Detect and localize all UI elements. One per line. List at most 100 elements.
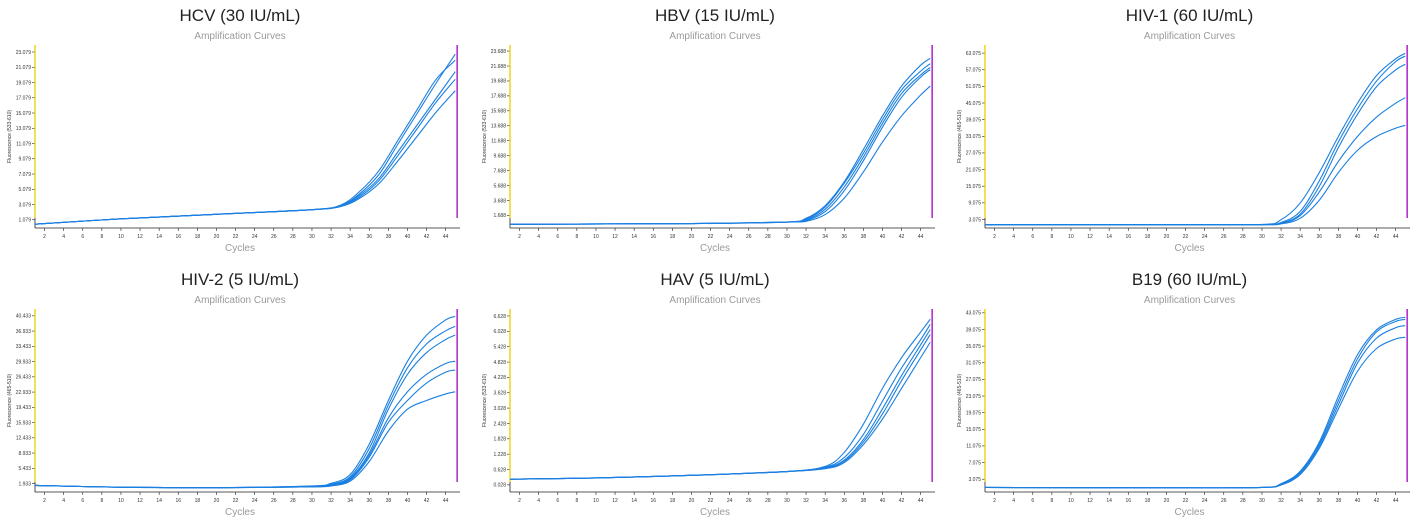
amplification-curve (509, 334, 931, 480)
y-tick-label: 15.688 (491, 109, 507, 115)
x-tick-label: 40 (1355, 234, 1361, 240)
amplification-curve (509, 341, 931, 480)
amplification-plot: 2 4 6 8 10 12 14 16 18 20 22 24 26 28 30 32 34 36 38 40 42 44… (482, 45, 935, 240)
x-tick-label: 2 (993, 234, 996, 240)
x-tick-label: 16 (175, 234, 181, 240)
x-tick-label: 38 (861, 498, 867, 504)
x-tick-label: 42 (1374, 498, 1380, 504)
x-tick-label: 32 (1278, 234, 1284, 240)
y-tick-label: 19.433 (16, 405, 32, 411)
x-tick-label: 12 (1087, 498, 1093, 504)
y-tick-label: 43.075 (966, 311, 982, 317)
chart-title: HAV (5 IU/mL) (660, 270, 770, 289)
x-tick-label: 2 (43, 234, 46, 240)
x-tick-label: 40 (405, 498, 411, 504)
x-tick-label: 44 (1393, 498, 1399, 504)
amplification-plot: 2 4 6 8 10 12 14 16 18 20 22 24 26 28 30 32 34 36 38 40 42 44… (7, 309, 460, 504)
amplification-curve (509, 318, 931, 480)
y-tick-label: 35.075 (966, 344, 982, 350)
x-tick-label: 28 (290, 234, 296, 240)
y-tick-label: 1.688 (493, 213, 506, 219)
x-tick-label: 36 (366, 498, 372, 504)
x-tick-label: 36 (366, 234, 372, 240)
x-tick-label: 22 (708, 498, 714, 504)
amplification-curve (34, 59, 456, 225)
y-tick-label: 31.075 (966, 361, 982, 367)
x-tick-label: 10 (593, 498, 599, 504)
x-tick-label: 40 (880, 498, 886, 504)
x-tick-label: 8 (575, 234, 578, 240)
x-tick-label: 6 (1031, 498, 1034, 504)
x-tick-label: 2 (993, 498, 996, 504)
x-tick-label: 26 (746, 498, 752, 504)
x-tick-label: 42 (899, 498, 905, 504)
y-tick-label: 22.933 (16, 390, 32, 396)
x-tick-label: 18 (670, 498, 676, 504)
x-tick-label: 2 (518, 234, 521, 240)
x-axis-label: Cycles (1174, 243, 1205, 254)
x-tick-label: 6 (81, 498, 84, 504)
y-tick-label: 27.075 (966, 377, 982, 383)
chart-title: HIV-1 (60 IU/mL) (1125, 6, 1254, 25)
x-tick-label: 14 (1106, 234, 1112, 240)
x-tick-label: 24 (727, 498, 733, 504)
x-tick-label: 44 (443, 234, 449, 240)
x-tick-label: 20 (1164, 498, 1170, 504)
y-tick-label: 23.688 (491, 49, 507, 55)
x-tick-label: 6 (1031, 234, 1034, 240)
x-tick-label: 14 (1106, 498, 1112, 504)
x-tick-label: 26 (271, 234, 277, 240)
x-tick-label: 30 (784, 234, 790, 240)
y-tick-label: 1.933 (18, 481, 31, 487)
y-axis-label: Fluorescence (533-610) (7, 110, 13, 163)
x-tick-label: 44 (1393, 234, 1399, 240)
x-tick-label: 2 (518, 498, 521, 504)
amplification-curve (984, 52, 1406, 226)
amplification-curve (34, 90, 456, 225)
y-tick-label: 15.075 (966, 184, 982, 190)
x-tick-label: 40 (405, 234, 411, 240)
x-tick-label: 44 (918, 234, 924, 240)
x-tick-label: 26 (746, 234, 752, 240)
y-tick-label: 26.433 (16, 375, 32, 381)
x-tick-label: 4 (62, 498, 65, 504)
chart-subtitle: Amplification Curves (1143, 295, 1236, 306)
x-tick-label: 42 (424, 234, 430, 240)
x-tick-label: 44 (443, 498, 449, 504)
x-tick-label: 16 (650, 234, 656, 240)
x-tick-label: 8 (100, 234, 103, 240)
y-tick-label: 33.433 (16, 344, 32, 350)
y-tick-label: 36.933 (16, 329, 32, 335)
amplification-curve (509, 324, 931, 480)
y-tick-label: 51.075 (966, 84, 982, 90)
x-tick-label: 28 (1240, 234, 1246, 240)
chart-subtitle: Amplification Curves (194, 31, 286, 42)
y-tick-label: 4.828 (493, 360, 506, 366)
x-tick-label: 18 (1145, 234, 1151, 240)
y-tick-label: 1.828 (493, 437, 506, 443)
x-tick-label: 24 (1202, 498, 1208, 504)
y-tick-label: 3.688 (493, 198, 506, 204)
y-axis-label: Fluorescence (465-510) (957, 374, 963, 427)
x-tick-label: 30 (309, 498, 315, 504)
x-tick-label: 32 (328, 234, 334, 240)
y-tick-label: 6.028 (493, 329, 506, 335)
amplification-plot: 2 4 6 8 10 12 14 16 18 20 22 24 26 28 30 32 34 36 38 40 42 44… (7, 45, 460, 240)
x-tick-label: 42 (424, 498, 430, 504)
y-axis-label: Fluorescence (465-510) (7, 374, 13, 427)
chart-panel: HIV-2 (5 IU/mL) Amplification Curves Cycle… (5, 264, 475, 527)
chart-panel: B19 (60 IU/mL) Amplification Curves Cycles… (955, 264, 1424, 527)
x-tick-label: 14 (631, 234, 637, 240)
y-tick-label: 2.428 (493, 421, 506, 427)
x-tick-label: 36 (841, 234, 847, 240)
x-axis-label: Cycles (224, 507, 255, 518)
amplification-curve (34, 78, 456, 225)
amplification-curve (34, 325, 456, 489)
y-axis-label: Fluorescence (533-610) (482, 110, 488, 163)
x-tick-label: 10 (118, 234, 124, 240)
y-tick-label: 3.628 (493, 391, 506, 397)
x-tick-label: 6 (556, 234, 559, 240)
x-tick-label: 24 (727, 234, 733, 240)
y-tick-label: 7.688 (493, 168, 506, 174)
x-tick-label: 22 (1183, 498, 1189, 504)
